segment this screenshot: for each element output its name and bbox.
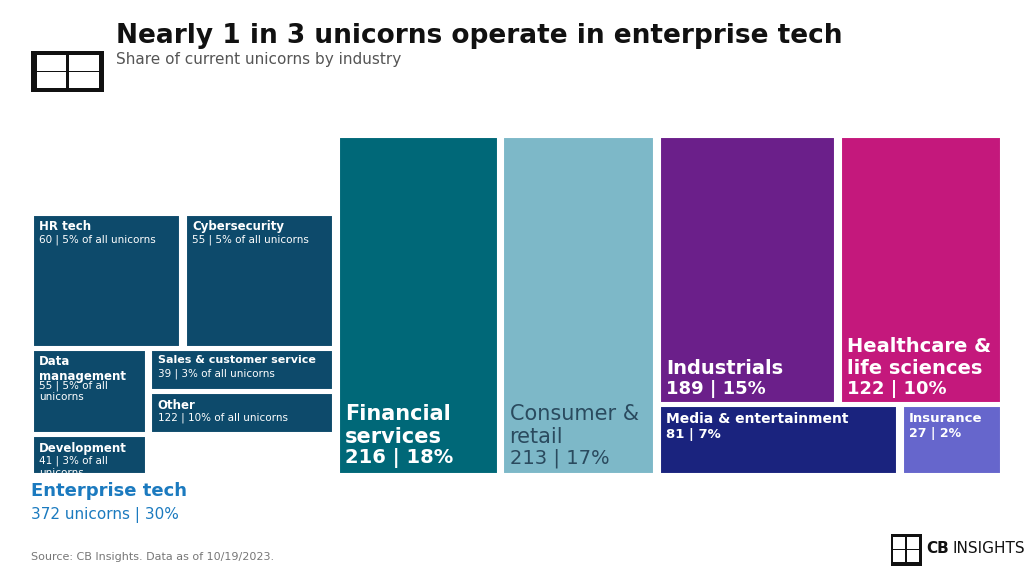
FancyBboxPatch shape — [659, 137, 836, 403]
Text: Sales & customer service: Sales & customer service — [158, 355, 315, 365]
FancyBboxPatch shape — [33, 436, 145, 474]
Text: Share of current unicorns by industry: Share of current unicorns by industry — [116, 52, 401, 67]
Bar — [37, 55, 67, 71]
FancyBboxPatch shape — [33, 215, 180, 347]
Text: 41 | 3% of all
unicorns: 41 | 3% of all unicorns — [39, 456, 108, 478]
FancyBboxPatch shape — [339, 137, 498, 474]
Text: 55 | 5% of all unicorns: 55 | 5% of all unicorns — [191, 234, 309, 245]
Text: Cybersecurity: Cybersecurity — [191, 221, 284, 233]
Bar — [31, 51, 104, 92]
Text: Media & entertainment: Media & entertainment — [666, 412, 848, 426]
Text: Industrials: Industrials — [666, 359, 783, 378]
Text: 60 | 5% of all unicorns: 60 | 5% of all unicorns — [39, 234, 156, 245]
Text: Financial
services: Financial services — [345, 404, 451, 447]
Bar — [907, 550, 920, 562]
Bar — [69, 73, 98, 88]
Text: Insurance: Insurance — [909, 412, 983, 425]
Text: 216 | 18%: 216 | 18% — [345, 448, 454, 468]
Text: 122 | 10%: 122 | 10% — [847, 380, 947, 397]
Text: 372 unicorns | 30%: 372 unicorns | 30% — [31, 507, 178, 523]
FancyBboxPatch shape — [33, 350, 145, 433]
Text: Source: CB Insights. Data as of 10/19/2023.: Source: CB Insights. Data as of 10/19/20… — [31, 552, 273, 562]
FancyBboxPatch shape — [152, 350, 333, 390]
FancyBboxPatch shape — [903, 406, 1001, 474]
Bar — [37, 73, 67, 88]
Text: 27 | 2%: 27 | 2% — [909, 427, 962, 440]
FancyBboxPatch shape — [841, 137, 1001, 403]
Bar — [893, 537, 905, 550]
Bar — [893, 550, 905, 562]
Text: 55 | 5% of all
unicorns: 55 | 5% of all unicorns — [39, 380, 108, 403]
Bar — [69, 55, 98, 71]
Text: Other: Other — [158, 399, 196, 411]
Text: 122 | 10% of all unicorns: 122 | 10% of all unicorns — [158, 412, 288, 423]
Text: 189 | 15%: 189 | 15% — [666, 380, 766, 397]
Text: Nearly 1 in 3 unicorns operate in enterprise tech: Nearly 1 in 3 unicorns operate in enterp… — [116, 23, 842, 49]
Text: INSIGHTS: INSIGHTS — [952, 541, 1024, 556]
Text: 39 | 3% of all unicorns: 39 | 3% of all unicorns — [158, 369, 274, 379]
Text: HR tech: HR tech — [39, 221, 91, 233]
FancyBboxPatch shape — [152, 393, 333, 433]
FancyBboxPatch shape — [504, 137, 654, 474]
Text: 81 | 7%: 81 | 7% — [666, 428, 721, 441]
Text: Consumer &
retail: Consumer & retail — [510, 404, 639, 447]
Text: Healthcare &
life sciences: Healthcare & life sciences — [847, 337, 991, 378]
Text: CB: CB — [927, 541, 949, 556]
Text: Development: Development — [39, 442, 127, 455]
Text: Data
management: Data management — [39, 355, 126, 384]
FancyBboxPatch shape — [659, 406, 897, 474]
Bar — [891, 534, 922, 566]
Text: 213 | 17%: 213 | 17% — [510, 449, 609, 468]
FancyBboxPatch shape — [185, 215, 333, 347]
Bar — [907, 537, 920, 550]
Text: Enterprise tech: Enterprise tech — [31, 482, 186, 500]
